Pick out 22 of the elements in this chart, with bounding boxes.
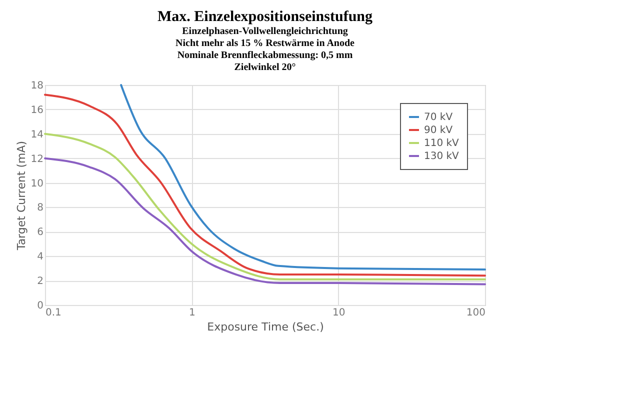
x-tick-label: 10 [332,308,346,318]
y-tick-label: 14 [30,129,44,140]
y-axis-title: Target Current (mA) [14,140,28,252]
y-tick-label: 2 [37,276,44,288]
chart-subtitle: Einzelphasen-Vollwellengleichrichtung Nicht mehr als 15 % Restwärme in Anode Nominale Brennfleckabmessung: 0,5 mm Zielwinkel 20° [176,26,356,73]
legend-label: 90 kV [424,125,453,136]
x-axis-title: Exposure Time (Sec.) [207,320,324,334]
y-tick-label: 6 [37,227,44,238]
y-tick-label: 18 [30,80,44,92]
y-tick-label: 0 [37,300,44,312]
x-tick-label: 100 [466,308,486,318]
legend-label: 70 kV [424,112,453,123]
x-tick-label: 0.1 [46,308,62,318]
y-tick-label: 12 [30,154,44,165]
legend-label: 130 kV [424,151,460,162]
y-tick-label: 16 [30,104,44,116]
chart-title: Max. Einzelexpositionseinstufung [157,9,374,25]
y-tick-label: 10 [30,178,44,190]
y-tick-label: 4 [37,252,44,263]
legend-label: 110 kV [424,138,460,149]
x-tick-label: 1 [188,308,196,318]
y-tick-label: 8 [37,202,44,214]
